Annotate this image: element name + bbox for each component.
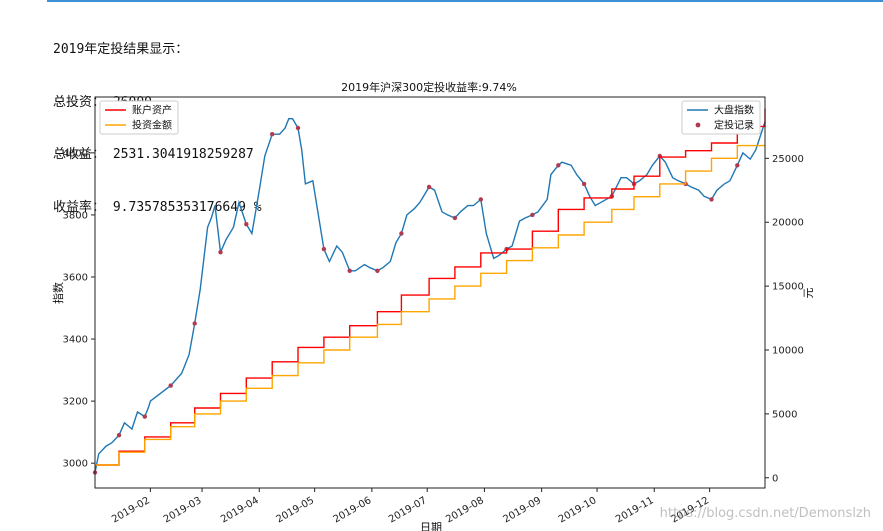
series-line-2 <box>95 108 766 466</box>
legend-right-label-1: 定投记录 <box>714 119 754 132</box>
y-right-tick-label-3: 15000 <box>772 282 804 293</box>
y-left-tick-label-3: 3600 <box>63 272 88 283</box>
rate-value: 9.735785353176649 % <box>112 199 262 215</box>
x-tick-label-8: 2019-10 <box>557 495 599 525</box>
y-left-tick-label-1: 3200 <box>63 397 88 408</box>
y-left-tick-label-5: 4000 <box>63 148 88 159</box>
y-right-tick-label-5: 25000 <box>772 154 804 165</box>
watermark: https://blog.csdn.net/Demonslzh <box>659 506 871 521</box>
y-right-tick-label-4: 20000 <box>772 218 804 229</box>
x-tick-label-7: 2019-09 <box>501 495 543 525</box>
x-tick-label-9: 2019-11 <box>614 495 656 525</box>
record-point-18 <box>556 163 561 168</box>
total-profit-row: 总收益： 2531.3041918259287 <box>53 146 262 164</box>
y-axis-left-title: 指数 <box>51 282 65 304</box>
x-tick-label-3: 2019-05 <box>274 495 316 525</box>
record-point-25 <box>735 163 740 168</box>
series-line-3 <box>95 144 765 466</box>
chart-title: 2019年沪深300定投收益率:9.74% <box>341 80 517 94</box>
record-point-2 <box>142 414 147 419</box>
y-axis-right: 0 5000 10000 15000 20000 25000 <box>765 154 804 484</box>
record-point-19 <box>581 181 587 187</box>
x-axis-title: 日期 <box>420 521 442 531</box>
rate-label: 收益率： <box>53 199 106 215</box>
total-profit-value: 2531.3041918259287 <box>112 147 254 162</box>
y-right-tick-label-1: 5000 <box>772 409 797 420</box>
legend-left-label-0: 账户资产 <box>132 104 172 117</box>
record-point-12 <box>399 231 404 236</box>
total-invest-label: 总投资： <box>53 94 106 110</box>
record-point-10 <box>347 268 352 273</box>
record-point-7 <box>270 132 275 137</box>
legend-right-swatch-1 <box>695 122 701 128</box>
record-point-8 <box>295 125 301 131</box>
record-point-14 <box>452 215 458 221</box>
y-left-tick-label-2: 3400 <box>63 335 88 346</box>
x-tick-label-4: 2019-06 <box>332 495 374 525</box>
x-tick-label-0: 2019-02 <box>110 495 152 525</box>
record-point-11 <box>375 268 380 273</box>
result-heading: 2019年定投结果显示： <box>53 42 189 57</box>
record-point-17 <box>530 212 535 218</box>
x-axis: 2019-02 2019-03 2019-04 2019-05 2019-06 2019-… <box>110 488 711 525</box>
y-left-tick-label-0: 3000 <box>63 459 88 470</box>
record-point-15 <box>478 197 483 202</box>
record-point-9 <box>321 246 327 252</box>
record-point-1 <box>116 433 122 438</box>
record-point-6 <box>244 222 249 227</box>
record-point-4 <box>192 321 197 326</box>
y-axis-left: 3000 3200 3400 3600 3800 4000 <box>63 148 95 470</box>
y-left-tick-label-4: 3800 <box>63 210 88 221</box>
legend-right-label-0: 大盘指数 <box>714 104 754 117</box>
total-profit-label: 总收益： <box>53 147 106 162</box>
top-accent-line <box>47 0 883 2</box>
legend-left-label-1: 投资金额 <box>132 119 172 132</box>
record-point-13 <box>426 184 432 190</box>
record-point-3 <box>168 383 173 388</box>
y-right-tick-label-2: 10000 <box>772 346 804 357</box>
record-point-5 <box>218 250 223 255</box>
series-layer <box>92 108 766 475</box>
rate-row: 收益率： 9.735785353176649 % <box>53 199 262 217</box>
y-right-tick-label-0: 0 <box>772 473 778 484</box>
x-tick-label-2: 2019-04 <box>219 495 261 525</box>
y-axis-right-title: 元 <box>802 288 815 299</box>
record-point-24 <box>709 197 714 202</box>
series-line-0 <box>94 118 766 473</box>
x-tick-label-1: 2019-03 <box>162 495 204 525</box>
x-tick-label-6: 2019-08 <box>444 495 486 525</box>
plot-frame <box>94 96 766 489</box>
